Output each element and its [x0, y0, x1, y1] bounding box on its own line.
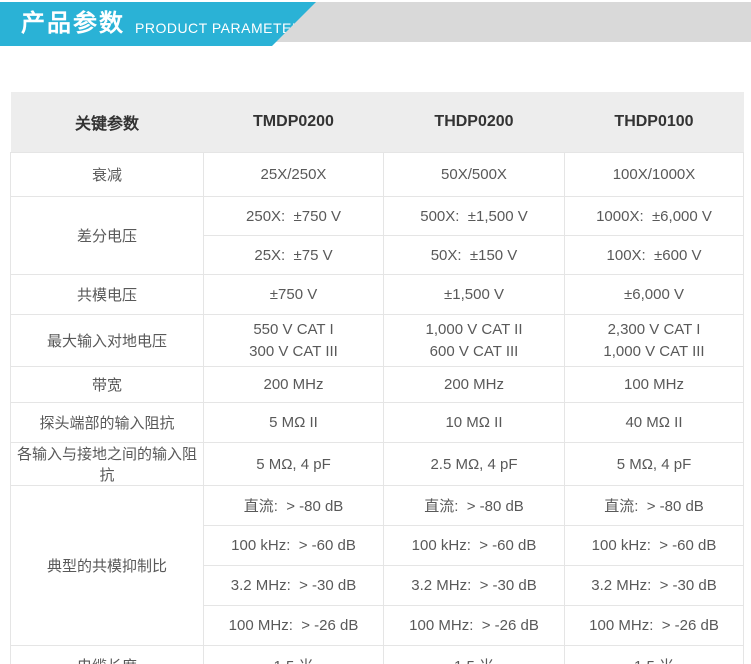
param-value: 3.2 MHz: > -30 dB	[203, 565, 384, 606]
table-row-probe-tip-impedance: 探头端部的输入阻抗 5 MΩ II 10 MΩ II 40 MΩ II	[10, 402, 744, 443]
param-value: 50X/500X	[383, 152, 565, 197]
param-value: 3.2 MHz: > -30 dB	[564, 565, 744, 606]
param-label: 典型的共模抑制比	[10, 485, 204, 646]
param-value: 25X: ±75 V	[203, 235, 384, 275]
banner-accent-ribbon: 产品参数 PRODUCT PARAMETERS	[0, 2, 316, 46]
param-value: 1000X: ±6,000 V	[564, 196, 744, 236]
param-label: 衰减	[10, 152, 204, 197]
param-value: 25X/250X	[203, 152, 384, 197]
param-value: 40 MΩ II	[564, 402, 744, 443]
param-value: 2.5 MΩ, 4 pF	[383, 442, 565, 486]
table-row-bandwidth: 带宽 200 MHz 200 MHz 100 MHz	[10, 366, 744, 403]
param-value: 550 V CAT I 300 V CAT III	[203, 314, 384, 367]
param-value: 100 kHz: > -60 dB	[383, 525, 565, 566]
param-label: 探头端部的输入阻抗	[10, 402, 204, 443]
product-parameters-table: 关键参数 TMDP0200 THDP0200 THDP0100 衰减 25X/2…	[10, 92, 744, 664]
param-value: 50X: ±150 V	[383, 235, 565, 275]
param-label: 差分电压	[10, 196, 204, 275]
param-value: 100 kHz: > -60 dB	[564, 525, 744, 566]
param-value: 1.5 米	[203, 645, 384, 664]
param-value: 1.5 米	[383, 645, 565, 664]
param-value: 100 kHz: > -60 dB	[203, 525, 384, 566]
column-header-model-thdp0100: THDP0100	[564, 92, 744, 153]
param-value: 10 MΩ II	[383, 402, 565, 443]
param-label: 各输入与接地之间的输入阻抗	[10, 442, 204, 486]
section-title-en: PRODUCT PARAMETERS	[135, 20, 313, 36]
column-header-model-thdp0200: THDP0200	[383, 92, 565, 153]
table-row-attenuation: 衰减 25X/250X 50X/500X 100X/1000X	[10, 152, 744, 197]
param-value: 500X: ±1,500 V	[383, 196, 565, 236]
param-value: 250X: ±750 V	[203, 196, 384, 236]
param-label: 电缆长度	[10, 645, 204, 664]
param-value: 100 MHz: > -26 dB	[564, 605, 744, 646]
table-header-row: 关键参数 TMDP0200 THDP0200 THDP0100	[10, 92, 744, 153]
param-value: 100 MHz	[564, 366, 744, 403]
table-row-cmrr-3-2mhz: 3.2 MHz: > -30 dB 3.2 MHz: > -30 dB 3.2 …	[11, 565, 744, 606]
table-row-cable-length: 电缆长度 1.5 米 1.5 米 1.5 米	[10, 645, 744, 664]
table-row-input-to-ground-impedance: 各输入与接地之间的输入阻抗 5 MΩ, 4 pF 2.5 MΩ, 4 pF 5 …	[10, 442, 744, 486]
param-value: 100X: ±600 V	[564, 235, 744, 275]
table-row-diff-voltage-1: 差分电压 250X: ±750 V 500X: ±1,500 V 1000X: …	[10, 196, 744, 275]
table-row-cmrr-100khz: 100 kHz: > -60 dB 100 kHz: > -60 dB 100 …	[11, 525, 744, 566]
param-value: 100 MHz: > -26 dB	[203, 605, 384, 646]
param-value: 直流: > -80 dB	[564, 485, 744, 526]
column-header-model-tmdp0200: TMDP0200	[203, 92, 384, 153]
param-value: 1,000 V CAT II 600 V CAT III	[383, 314, 565, 367]
param-value: 5 MΩ, 4 pF	[203, 442, 384, 486]
section-banner: 产品参数 PRODUCT PARAMETERS	[0, 2, 751, 48]
param-value: 100X/1000X	[564, 152, 744, 197]
param-value: 1.5 米	[564, 645, 744, 664]
param-label: 共模电压	[10, 274, 204, 315]
param-value: ±750 V	[203, 274, 384, 315]
param-value: 2,300 V CAT I 1,000 V CAT III	[564, 314, 744, 367]
param-label: 最大输入对地电压	[10, 314, 204, 367]
table-row-cmrr-dc: 典型的共模抑制比 直流: > -80 dB 直流: > -80 dB 直流: >…	[10, 485, 744, 646]
param-label: 带宽	[10, 366, 204, 403]
param-value: 200 MHz	[383, 366, 565, 403]
section-title-zh: 产品参数	[21, 10, 125, 37]
table-row-common-mode-voltage: 共模电压 ±750 V ±1,500 V ±6,000 V	[10, 274, 744, 315]
table-row-cmrr-100mhz: 100 MHz: > -26 dB 100 MHz: > -26 dB 100 …	[11, 605, 744, 646]
param-value: 3.2 MHz: > -30 dB	[383, 565, 565, 606]
column-header-parameter: 关键参数	[10, 92, 204, 153]
param-value: 直流: > -80 dB	[383, 485, 565, 526]
param-value: ±1,500 V	[383, 274, 565, 315]
param-value: 100 MHz: > -26 dB	[383, 605, 565, 646]
param-value: 直流: > -80 dB	[203, 485, 384, 526]
param-value: ±6,000 V	[564, 274, 744, 315]
table-row-diff-voltage-2: 25X: ±75 V 50X: ±150 V 100X: ±600 V	[11, 235, 744, 275]
table-row-max-input-to-ground: 最大输入对地电压 550 V CAT I 300 V CAT III 1,000…	[10, 314, 744, 367]
param-value: 5 MΩ II	[203, 402, 384, 443]
param-value: 200 MHz	[203, 366, 384, 403]
param-value: 5 MΩ, 4 pF	[564, 442, 744, 486]
